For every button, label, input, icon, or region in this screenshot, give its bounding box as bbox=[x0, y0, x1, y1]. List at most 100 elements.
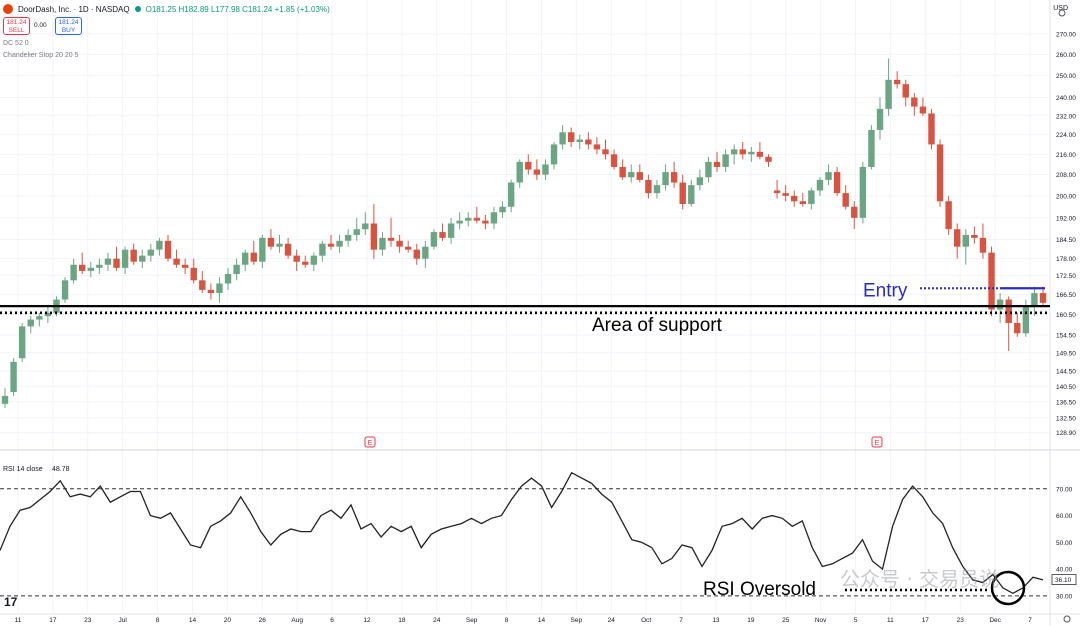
candle-body bbox=[971, 234, 978, 238]
price-tick-label: 154.50 bbox=[1056, 333, 1076, 340]
candle-body bbox=[542, 164, 549, 175]
time-tick-label: 11 bbox=[15, 617, 22, 624]
currency-label[interactable]: USD bbox=[1053, 5, 1068, 12]
indicator-dc-label: DC 52 0 bbox=[3, 40, 29, 47]
candle-body bbox=[696, 177, 704, 186]
candle-body bbox=[267, 237, 275, 247]
candle-body bbox=[842, 193, 849, 207]
candle-body bbox=[250, 252, 257, 262]
candle-body bbox=[662, 172, 669, 186]
price-tick-label: 200.00 bbox=[1056, 193, 1076, 200]
indicator-dc[interactable]: DC 52 0 bbox=[3, 40, 33, 47]
candle-body bbox=[199, 280, 206, 290]
candle-body bbox=[96, 264, 103, 268]
candle-body bbox=[945, 201, 952, 230]
candle-body bbox=[1031, 293, 1038, 307]
time-tick-label: 7 bbox=[1028, 617, 1032, 624]
candle-body bbox=[439, 232, 446, 238]
time-tick-label: Nov bbox=[815, 617, 827, 624]
candle-body bbox=[370, 223, 378, 250]
price-tick-label: 260.00 bbox=[1056, 52, 1076, 59]
buy-button[interactable]: 181.24 BUY bbox=[55, 17, 82, 35]
candle-body bbox=[259, 237, 266, 262]
oversold-circle bbox=[990, 570, 1026, 606]
market-status-icon bbox=[134, 6, 141, 12]
candle-body bbox=[928, 113, 935, 145]
time-tick-label: 14 bbox=[538, 617, 546, 624]
candle-body bbox=[516, 161, 523, 183]
candle-body bbox=[27, 319, 34, 327]
price-tick-label: 192.00 bbox=[1056, 215, 1076, 222]
time-tick-label: 25 bbox=[782, 617, 790, 624]
candle-body bbox=[628, 172, 635, 178]
candle-body bbox=[525, 161, 532, 170]
earnings-marker-label: E bbox=[368, 440, 373, 447]
candle-body bbox=[919, 106, 927, 114]
candle-body bbox=[139, 255, 146, 262]
candle-body bbox=[456, 220, 463, 224]
sell-price: 181.24 bbox=[6, 19, 27, 26]
indicator-chandelier-label: Chandelier Stop 20 20 5 bbox=[3, 52, 79, 59]
price-tick-label: 270.00 bbox=[1056, 31, 1076, 38]
time-tick-label: Sep bbox=[571, 617, 583, 624]
watermark: 公众号 · 交易员说 bbox=[840, 567, 999, 591]
candle-body bbox=[310, 255, 318, 265]
sell-button[interactable]: 181.24 SELL bbox=[3, 17, 30, 35]
candle-body bbox=[954, 229, 961, 247]
rsi-tick-label: 70.00 bbox=[1056, 486, 1073, 493]
candle-body bbox=[190, 267, 197, 281]
rsi-tick-label: 40.00 bbox=[1056, 567, 1073, 574]
earnings-marker-icon bbox=[871, 436, 883, 448]
candle-body bbox=[602, 149, 609, 155]
candle-body bbox=[748, 151, 755, 155]
candle-body bbox=[87, 267, 94, 271]
price-tick-label: 128.90 bbox=[1056, 430, 1076, 437]
time-tick-label: 8 bbox=[505, 617, 509, 624]
time-tick-label: 24 bbox=[433, 617, 441, 624]
candle-body bbox=[216, 283, 223, 294]
candle-body bbox=[730, 149, 738, 155]
candle-body bbox=[507, 182, 515, 207]
candle-body bbox=[808, 190, 815, 204]
candle-body bbox=[302, 261, 309, 265]
time-tick-label: 7 bbox=[679, 617, 683, 624]
candle-body bbox=[559, 132, 566, 145]
candle-body bbox=[567, 132, 575, 142]
candle-body bbox=[10, 361, 17, 393]
settings-icon bbox=[1058, 9, 1066, 17]
candle-body bbox=[362, 223, 369, 230]
candle-body bbox=[284, 243, 292, 256]
entry-annotation: Entry bbox=[863, 280, 908, 301]
candle-body bbox=[782, 193, 789, 196]
candle-body bbox=[722, 154, 729, 167]
price-tick-label: 172.50 bbox=[1056, 273, 1076, 280]
time-tick-label: 20 bbox=[224, 617, 232, 624]
candle-body bbox=[18, 326, 26, 359]
price-tick-label: 250.00 bbox=[1056, 73, 1076, 80]
time-tick-label: 17 bbox=[922, 617, 930, 624]
candle-body bbox=[756, 151, 764, 157]
indicator-chandelier[interactable]: Chandelier Stop 20 20 5 bbox=[3, 52, 83, 59]
price-tick-label: 149.50 bbox=[1056, 350, 1076, 357]
candle-body bbox=[1022, 306, 1030, 334]
candle-body bbox=[482, 220, 489, 224]
rsi-tick-label: 50.00 bbox=[1056, 540, 1073, 547]
candle-body bbox=[181, 264, 189, 268]
time-tick-label: 19 bbox=[747, 617, 755, 624]
symbol-title[interactable]: DoorDash, Inc. · 1D · NASDAQ bbox=[18, 4, 130, 14]
candle-body bbox=[404, 246, 412, 250]
candle-body bbox=[130, 249, 137, 262]
candle-body bbox=[550, 144, 558, 165]
candle-body bbox=[387, 237, 395, 241]
doordash-logo-icon bbox=[3, 4, 13, 14]
time-tick-label: 23 bbox=[957, 617, 965, 624]
candle-body bbox=[1, 395, 9, 404]
candle-body bbox=[833, 172, 841, 194]
candle-body bbox=[499, 206, 506, 213]
oversold-annotation: RSI Oversold bbox=[703, 579, 816, 600]
sell-label: SELL bbox=[8, 27, 25, 34]
candle-body bbox=[173, 258, 180, 265]
candle-body bbox=[902, 84, 909, 98]
